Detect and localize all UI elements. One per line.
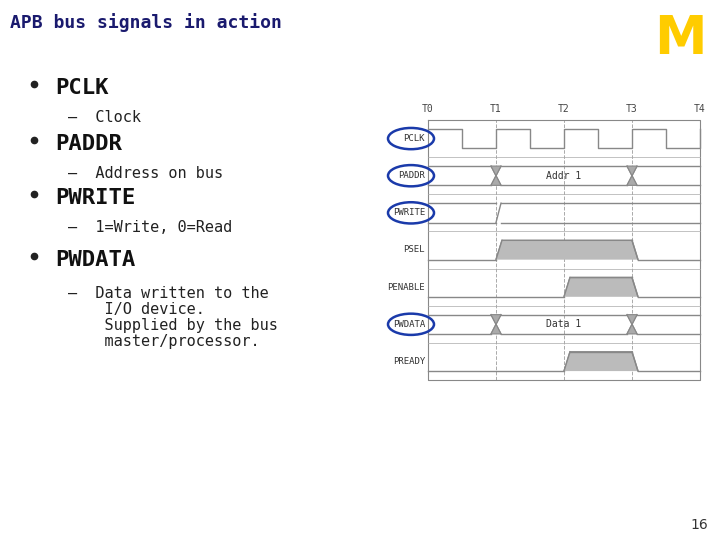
Text: T1: T1 <box>490 104 502 114</box>
Polygon shape <box>491 315 501 334</box>
Text: PWDATA: PWDATA <box>392 320 425 329</box>
Text: PADDR: PADDR <box>55 134 122 154</box>
Text: .: . <box>696 30 701 44</box>
Text: 16: 16 <box>690 518 708 532</box>
Polygon shape <box>564 278 638 297</box>
Polygon shape <box>564 352 638 371</box>
Text: –  1=Write, 0=Read: – 1=Write, 0=Read <box>68 220 233 235</box>
Text: PWRITE: PWRITE <box>392 208 425 218</box>
Text: –  Clock: – Clock <box>68 110 141 125</box>
Text: T4: T4 <box>694 104 706 114</box>
Text: PADDR: PADDR <box>398 171 425 180</box>
Text: Supplied by the bus: Supplied by the bus <box>68 318 278 333</box>
Text: PREADY: PREADY <box>392 357 425 366</box>
Polygon shape <box>627 166 637 185</box>
Text: PCLK: PCLK <box>403 134 425 143</box>
Text: Addr 1: Addr 1 <box>546 171 582 181</box>
Text: APB bus signals in action: APB bus signals in action <box>10 13 282 32</box>
Text: M: M <box>654 13 706 65</box>
Text: PWDATA: PWDATA <box>55 250 135 270</box>
Text: Data 1: Data 1 <box>546 319 582 329</box>
Text: –  Address on bus: – Address on bus <box>68 166 223 181</box>
Text: –  Data written to the: – Data written to the <box>68 286 269 301</box>
Text: T2: T2 <box>558 104 570 114</box>
Polygon shape <box>496 240 638 260</box>
Text: I/O device.: I/O device. <box>68 302 205 317</box>
Text: PENABLE: PENABLE <box>387 282 425 292</box>
Polygon shape <box>491 166 501 185</box>
Text: master/processor.: master/processor. <box>68 334 260 349</box>
Polygon shape <box>627 315 637 334</box>
Text: PCLK: PCLK <box>55 78 109 98</box>
Text: T0: T0 <box>422 104 434 114</box>
Text: PSEL: PSEL <box>403 246 425 254</box>
Text: T3: T3 <box>626 104 638 114</box>
Text: PWRITE: PWRITE <box>55 188 135 208</box>
